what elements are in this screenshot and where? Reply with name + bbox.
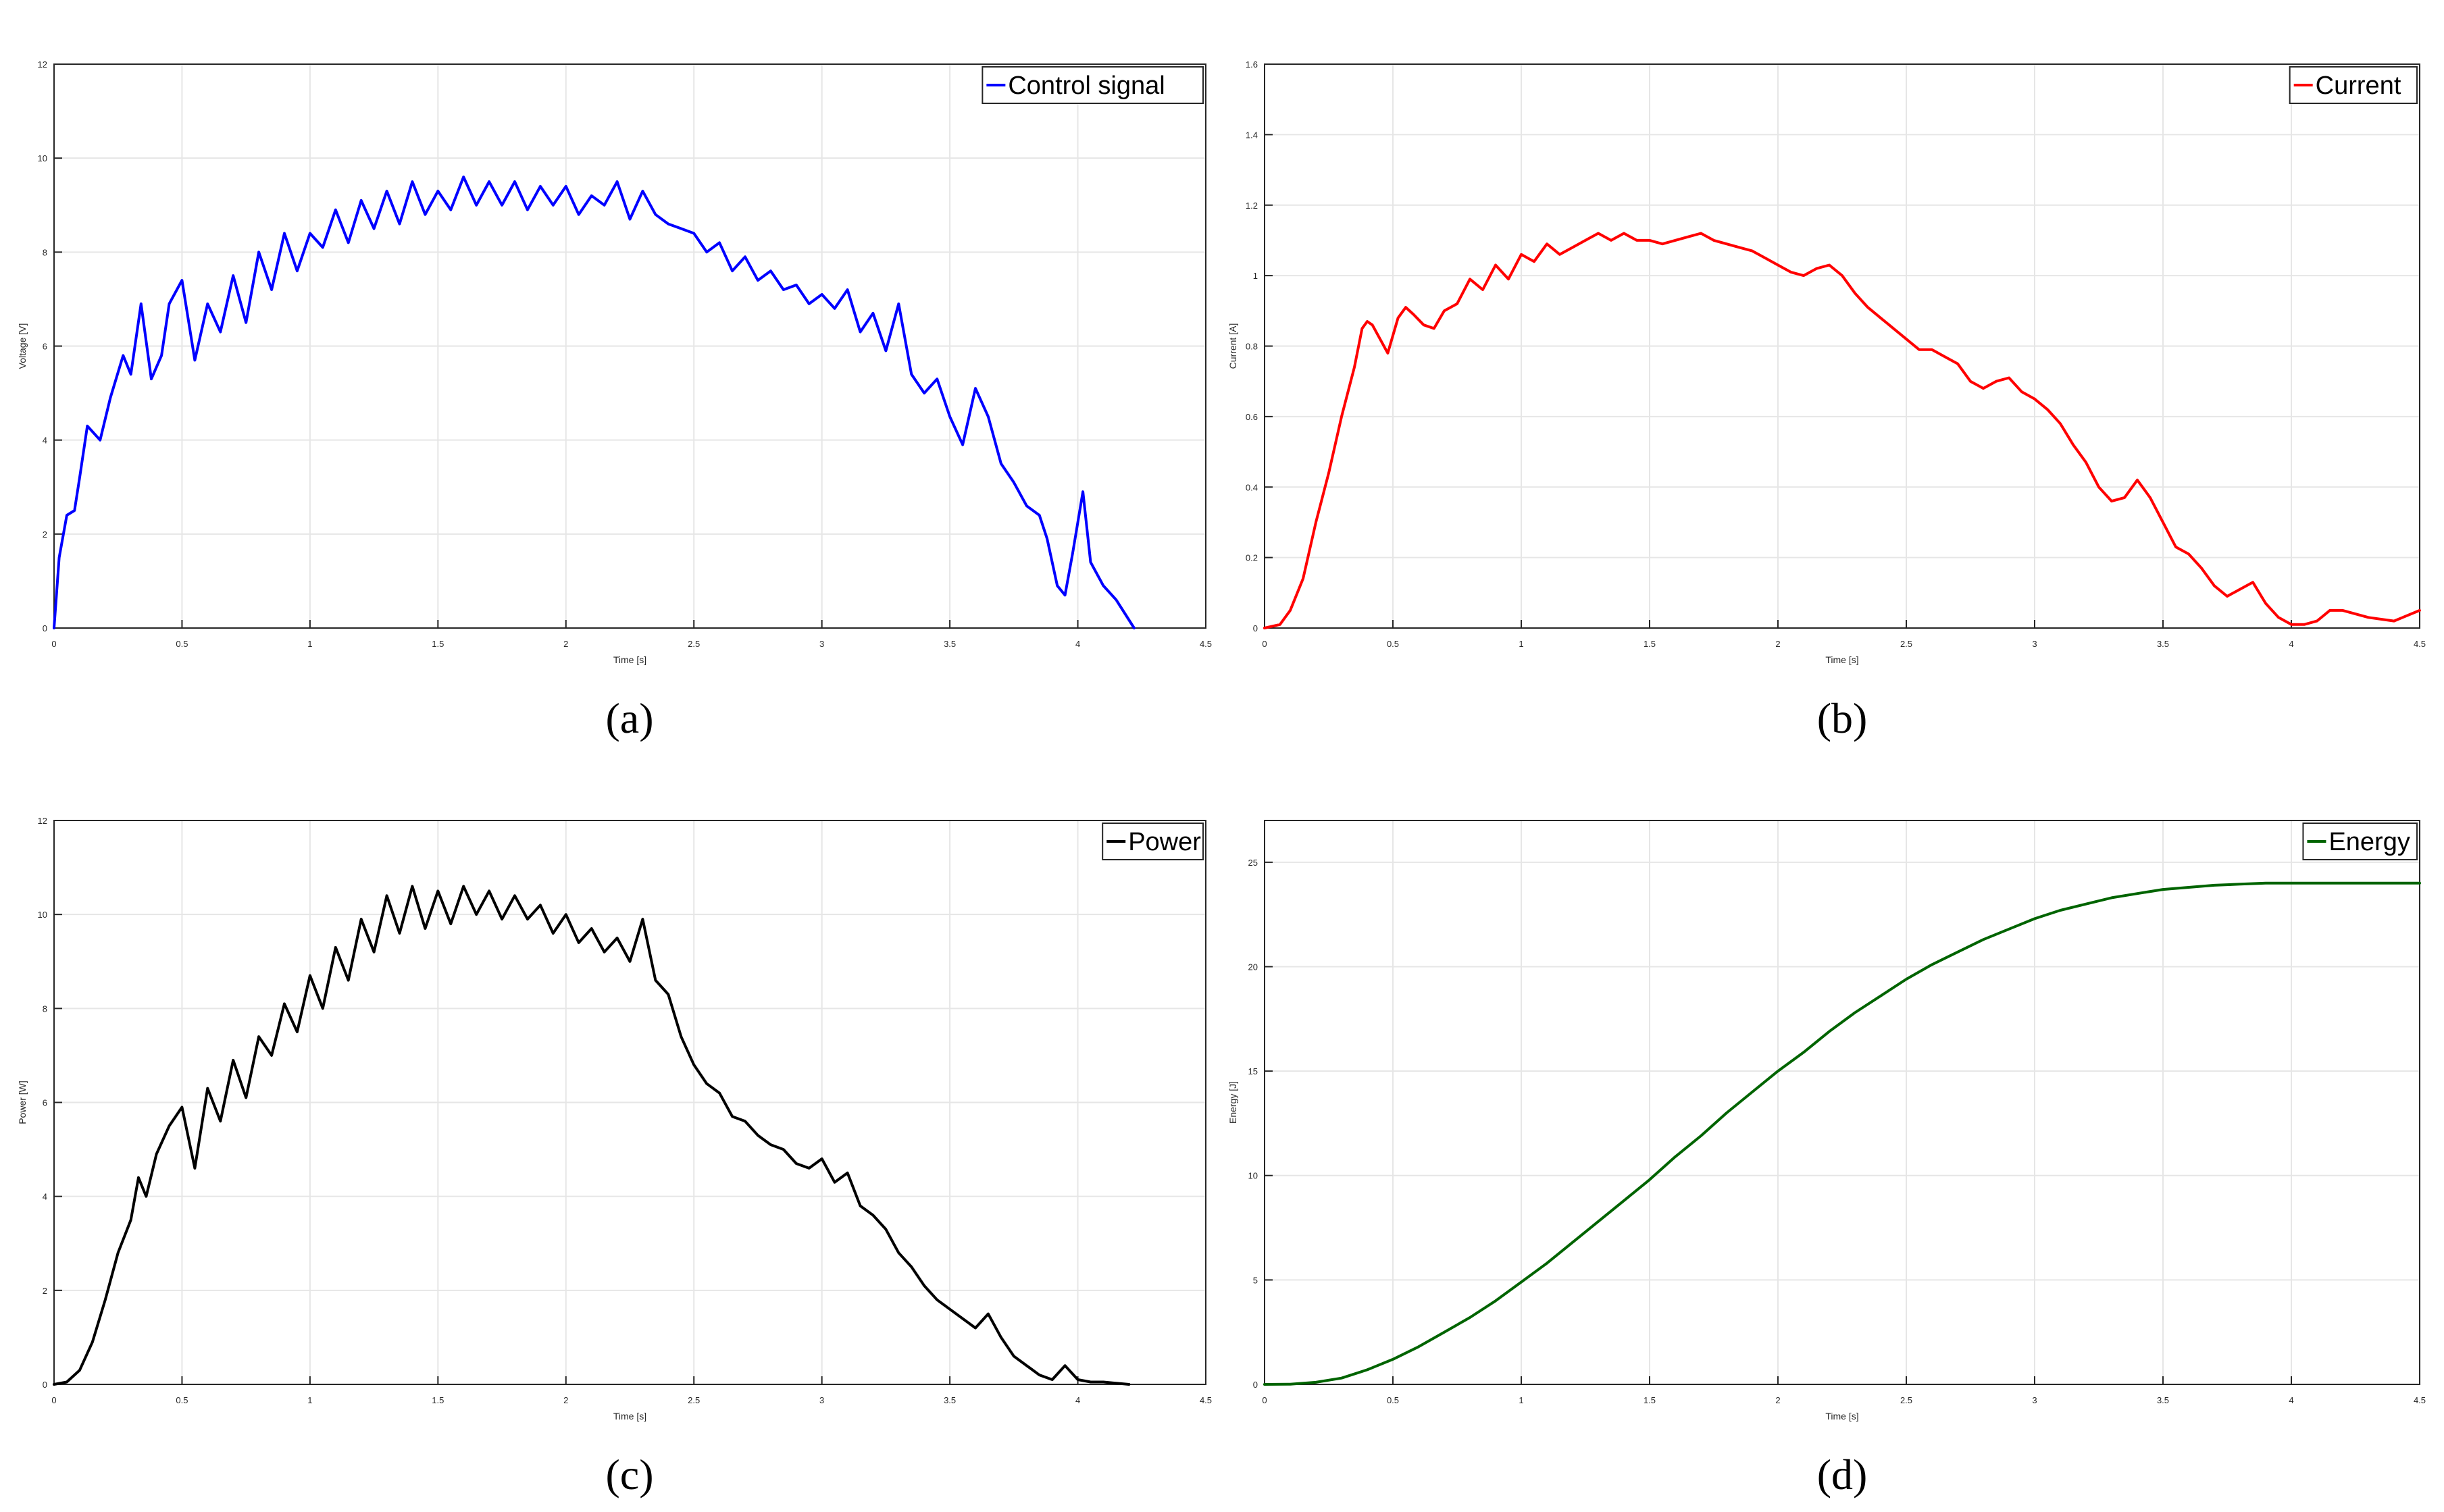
y-tick-label: 2	[43, 1286, 47, 1296]
y-tick-label: 20	[1248, 962, 1258, 972]
x-tick-label: 3.5	[2157, 639, 2169, 649]
x-tick-label: 3.5	[2157, 1395, 2169, 1405]
x-axis-label: Time [s]	[1825, 1411, 1858, 1422]
axes-box	[1264, 820, 2420, 1385]
x-tick-label: 0.5	[1387, 639, 1399, 649]
panel-caption: (c)	[605, 1451, 653, 1498]
y-tick-label: 0.2	[1246, 553, 1258, 563]
x-tick-label: 0	[51, 1395, 56, 1405]
x-tick-label: 4	[1075, 639, 1080, 649]
y-axis-label: Current [A]	[1227, 323, 1238, 369]
y-axis-label: Energy [J]	[1227, 1081, 1238, 1124]
x-axis-label: Time [s]	[1825, 654, 1858, 665]
y-tick-label: 0	[43, 1380, 47, 1390]
x-tick-label: 4	[1075, 1395, 1080, 1405]
x-tick-label: 2	[1775, 1395, 1780, 1405]
y-tick-label: 1.4	[1246, 130, 1258, 140]
x-tick-label: 0	[51, 639, 56, 649]
y-tick-label: 6	[43, 342, 47, 352]
y-tick-label: 10	[38, 153, 47, 163]
y-tick-label: 0	[1253, 1380, 1258, 1390]
y-tick-label: 12	[38, 816, 47, 826]
y-tick-label: 12	[38, 59, 47, 70]
series-line	[1263, 232, 2421, 629]
y-tick-label: 8	[43, 247, 47, 257]
y-tick-label: 25	[1248, 858, 1258, 868]
x-tick-label: 0	[1262, 639, 1267, 649]
y-axis-label: Power [W]	[17, 1080, 28, 1124]
y-tick-label: 1	[1253, 271, 1258, 281]
y-tick-label: 0.8	[1246, 342, 1258, 352]
x-tick-label: 3	[2032, 1395, 2037, 1405]
panel-a: 0 0.5 1 1.5 2 2.5 3 3.5 4 4.5 0 2 4 6 8 10 12 Time [s] Vol…	[17, 59, 1212, 742]
x-tick-label: 2.5	[1900, 1395, 1912, 1405]
legend-label: Power	[1128, 828, 1201, 856]
legend-label: Current	[2316, 72, 2401, 100]
x-tick-label: 2.5	[1900, 639, 1912, 649]
x-tick-label: 3	[819, 1395, 824, 1405]
x-axis-label: Time [s]	[613, 654, 646, 665]
y-tick-label: 10	[38, 910, 47, 920]
x-tick-label: 2.5	[688, 639, 700, 649]
x-tick-label: 2.5	[688, 1395, 700, 1405]
series-line	[53, 885, 1131, 1386]
x-tick-label: 2	[563, 1395, 568, 1405]
x-tick-label: 4.5	[1200, 1395, 1212, 1405]
y-tick-label: 1.6	[1246, 59, 1258, 70]
x-tick-label: 0	[1262, 1395, 1267, 1405]
x-axis-label: Time [s]	[613, 1411, 646, 1422]
y-tick-label: 6	[43, 1098, 47, 1108]
x-tick-label: 4.5	[2414, 1395, 2426, 1405]
plot-area	[1265, 820, 2420, 1384]
y-tick-label: 4	[43, 436, 47, 446]
x-tick-label: 4.5	[2414, 639, 2426, 649]
x-tick-label: 3	[2032, 639, 2037, 649]
x-tick-label: 1.5	[432, 639, 444, 649]
panel-d: 0 0.5 1 1.5 2 2.5 3 3.5 4 4.5 0 5 10 15 20 25 Time [s] En…	[1227, 820, 2426, 1498]
x-tick-label: 3.5	[944, 639, 956, 649]
y-tick-label: 0	[1253, 623, 1258, 633]
x-tick-label: 1	[1519, 1395, 1523, 1405]
y-tick-label: 0.6	[1246, 412, 1258, 422]
x-tick-label: 1	[307, 639, 312, 649]
panel-caption: (d)	[1817, 1451, 1868, 1498]
x-tick-label: 3	[819, 639, 824, 649]
legend-label: Energy	[2328, 828, 2410, 856]
x-tick-label: 4	[2289, 639, 2293, 649]
y-tick-label: 2	[43, 529, 47, 540]
y-tick-label: 0.4	[1246, 482, 1258, 492]
x-tick-label: 1	[307, 1395, 312, 1405]
x-tick-label: 2	[563, 639, 568, 649]
legend-label: Control signal	[1008, 72, 1165, 100]
y-tick-label: 15	[1248, 1066, 1258, 1076]
legend-box	[982, 66, 1204, 104]
x-tick-label: 0.5	[176, 1395, 188, 1405]
y-tick-label: 8	[43, 1003, 47, 1014]
panel-b: 0 0.5 1 1.5 2 2.5 3 3.5 4 4.5 0 0.2 0.4 0.6 0.8 1 1.2 1.4…	[1227, 59, 2426, 742]
series-line	[53, 176, 1136, 629]
panel-caption: (a)	[605, 694, 653, 742]
series-line	[1263, 881, 2421, 1386]
y-tick-label: 4	[43, 1192, 47, 1202]
y-tick-label: 5	[1253, 1275, 1258, 1285]
panel-caption: (b)	[1817, 694, 1868, 742]
x-tick-label: 4.5	[1200, 639, 1212, 649]
x-tick-label: 2	[1775, 639, 1780, 649]
y-tick-label: 1.2	[1246, 201, 1258, 211]
x-tick-label: 1.5	[432, 1395, 444, 1405]
x-tick-label: 0.5	[1387, 1395, 1399, 1405]
x-tick-label: 1	[1519, 639, 1523, 649]
y-tick-label: 10	[1248, 1171, 1258, 1181]
y-tick-label: 0	[43, 623, 47, 633]
x-tick-label: 4	[2289, 1395, 2293, 1405]
x-tick-label: 3.5	[944, 1395, 956, 1405]
x-tick-label: 1.5	[1644, 1395, 1656, 1405]
x-tick-label: 0.5	[176, 639, 188, 649]
legend-box	[2289, 66, 2418, 104]
y-axis-label: Voltage [V]	[17, 323, 28, 369]
x-tick-label: 1.5	[1644, 639, 1656, 649]
panel-c: 0 0.5 1 1.5 2 2.5 3 3.5 4 4.5 0 2 4 6 8 10 12 Time [s] Pow…	[17, 816, 1212, 1498]
